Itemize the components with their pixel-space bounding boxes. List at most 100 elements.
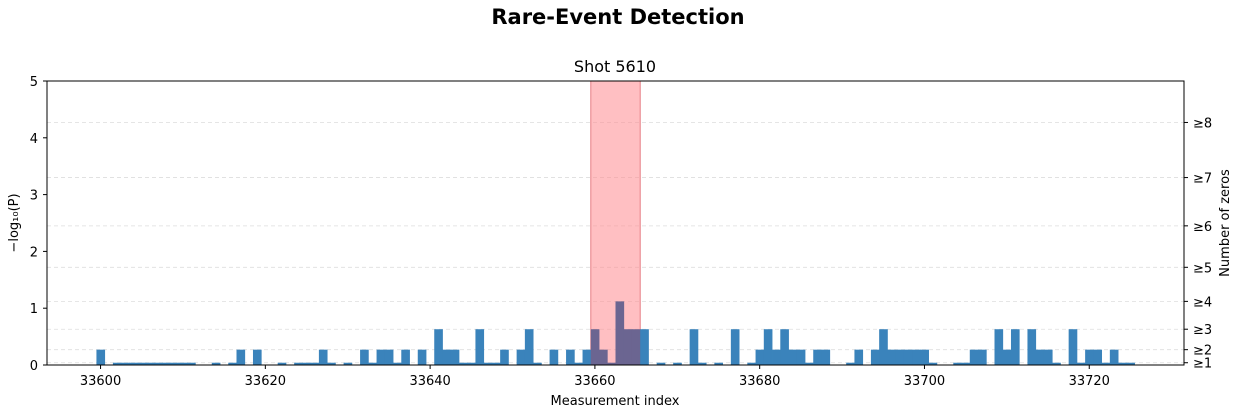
- bar: [318, 349, 328, 365]
- bar: [566, 349, 575, 365]
- bar: [1109, 349, 1119, 365]
- bar: [747, 362, 756, 365]
- bar: [162, 362, 171, 365]
- y2-tick-label: ≥7: [1193, 172, 1212, 187]
- bar: [953, 362, 962, 365]
- bar: [533, 362, 542, 365]
- bar: [549, 349, 559, 365]
- bar: [821, 349, 831, 365]
- bar: [368, 362, 377, 365]
- bar: [96, 349, 106, 365]
- bar: [928, 362, 938, 365]
- bar: [912, 349, 921, 365]
- bar: [730, 329, 740, 365]
- y2-axis-ticks: ≥1≥2 ≥3 ≥4 ≥5 ≥6 ≥7 ≥8: [1184, 116, 1212, 372]
- bar: [112, 362, 122, 365]
- bar: [887, 349, 897, 365]
- bar: [796, 349, 806, 365]
- bar: [450, 349, 460, 365]
- bar: [393, 362, 402, 365]
- bar: [978, 349, 987, 365]
- bar: [384, 349, 394, 365]
- bar: [294, 362, 303, 365]
- bar: [475, 329, 485, 365]
- bar: [780, 329, 789, 365]
- bar: [590, 329, 600, 365]
- x-tick-label: 33680: [739, 374, 780, 389]
- bar: [500, 349, 509, 365]
- bar: [813, 349, 822, 365]
- y-tick-label: 2: [30, 245, 38, 260]
- bar: [697, 362, 707, 365]
- bar: [401, 349, 410, 365]
- bar: [211, 362, 221, 365]
- y2-tick-label: ≥6: [1193, 220, 1212, 235]
- bar: [1002, 349, 1012, 365]
- bar: [310, 362, 320, 365]
- y-tick-label: 0: [30, 359, 38, 374]
- bar: [434, 329, 443, 365]
- bar: [1126, 362, 1135, 365]
- bar: [121, 362, 130, 365]
- x-tick-label: 33720: [1069, 374, 1110, 389]
- bar: [302, 362, 312, 365]
- bar: [920, 349, 929, 365]
- bar: [516, 349, 526, 365]
- bar: [137, 362, 147, 365]
- bar: [1101, 362, 1111, 365]
- bar: [467, 362, 476, 365]
- bar: [277, 362, 287, 365]
- bar: [599, 349, 608, 365]
- x-axis-label: Measurement index: [551, 394, 680, 409]
- bar: [631, 329, 641, 365]
- x-tick-label: 33660: [574, 374, 615, 389]
- bar: [1085, 349, 1094, 365]
- x-tick-label: 33640: [409, 374, 450, 389]
- bar: [417, 349, 427, 365]
- bar: [145, 362, 155, 365]
- y2-tick-label: ≥1: [1193, 357, 1212, 372]
- bar: [327, 362, 336, 365]
- bar: [870, 349, 880, 365]
- chart-title: Shot 5610: [574, 57, 656, 76]
- bar: [755, 349, 765, 365]
- y2-axis-label: Number of zeros: [1218, 169, 1233, 277]
- y-axis-ticks: 0 1 2 3 4 5: [30, 75, 47, 374]
- bar: [640, 329, 649, 365]
- bar: [187, 362, 196, 365]
- bar: [673, 362, 682, 365]
- y-axis-label: −log₁₀(P): [7, 193, 22, 252]
- y-tick-label: 5: [30, 75, 38, 90]
- bar: [1052, 362, 1061, 365]
- bar: [772, 349, 781, 365]
- bar: [376, 349, 386, 365]
- bar: [154, 362, 163, 365]
- bar: [236, 349, 246, 365]
- y-tick-label: 1: [30, 302, 38, 317]
- x-tick-label: 33620: [245, 374, 286, 389]
- bar: [961, 362, 971, 365]
- bar: [524, 329, 534, 365]
- y2-tick-label: ≥3: [1193, 323, 1212, 338]
- x-tick-label: 33700: [904, 374, 945, 389]
- bar: [689, 329, 699, 365]
- bar: [879, 329, 888, 365]
- bar: [994, 329, 1004, 365]
- bar: [582, 349, 592, 365]
- bar: [360, 349, 369, 365]
- bar: [615, 301, 625, 365]
- bar: [763, 329, 773, 365]
- bar: [483, 362, 493, 365]
- bar: [1010, 329, 1020, 365]
- bar: [252, 349, 262, 365]
- chart-suptitle: Rare-Event Detection: [491, 5, 744, 29]
- plot-frame: [46, 80, 1185, 366]
- bar: [1118, 362, 1127, 365]
- y-tick-label: 4: [30, 132, 38, 147]
- bar: [458, 362, 468, 365]
- bar: [623, 329, 633, 365]
- x-tick-label: 33600: [80, 374, 121, 389]
- x-axis-ticks: 33600 33620 33640 33660 33680 33700 33720: [80, 365, 1110, 389]
- bar: [574, 362, 583, 365]
